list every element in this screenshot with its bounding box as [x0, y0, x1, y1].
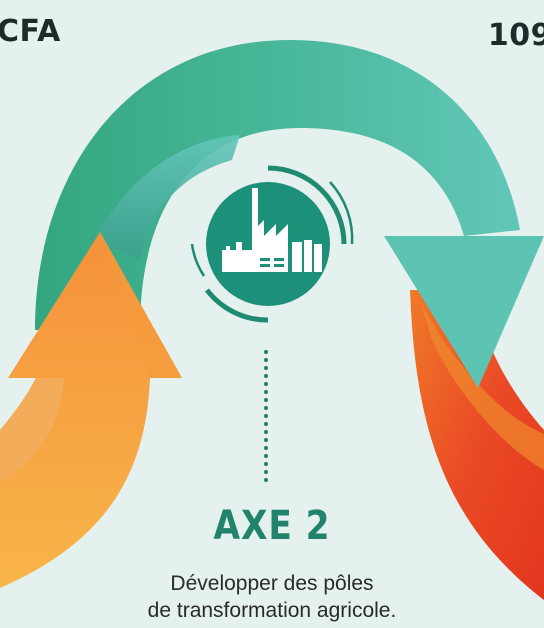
axe-description-line-2: de transformation agricole.	[147, 599, 397, 622]
red-arrow-highlight	[420, 300, 544, 470]
axe-description: Développer des pôles de transformation a…	[0, 570, 544, 624]
green-arch-arrow	[35, 40, 520, 330]
axe-description-line-1: Développer des pôles	[170, 572, 374, 595]
right-value-label: 109	[487, 18, 544, 53]
red-arrow	[410, 290, 544, 600]
axe-title: AXE 2	[213, 503, 331, 549]
arch-inner-shade	[95, 135, 240, 260]
left-value-label: CFA	[0, 14, 61, 49]
factory-icon-badge	[190, 165, 354, 323]
orange-arrow-shade	[100, 232, 182, 378]
teal-arrowhead	[384, 236, 544, 388]
